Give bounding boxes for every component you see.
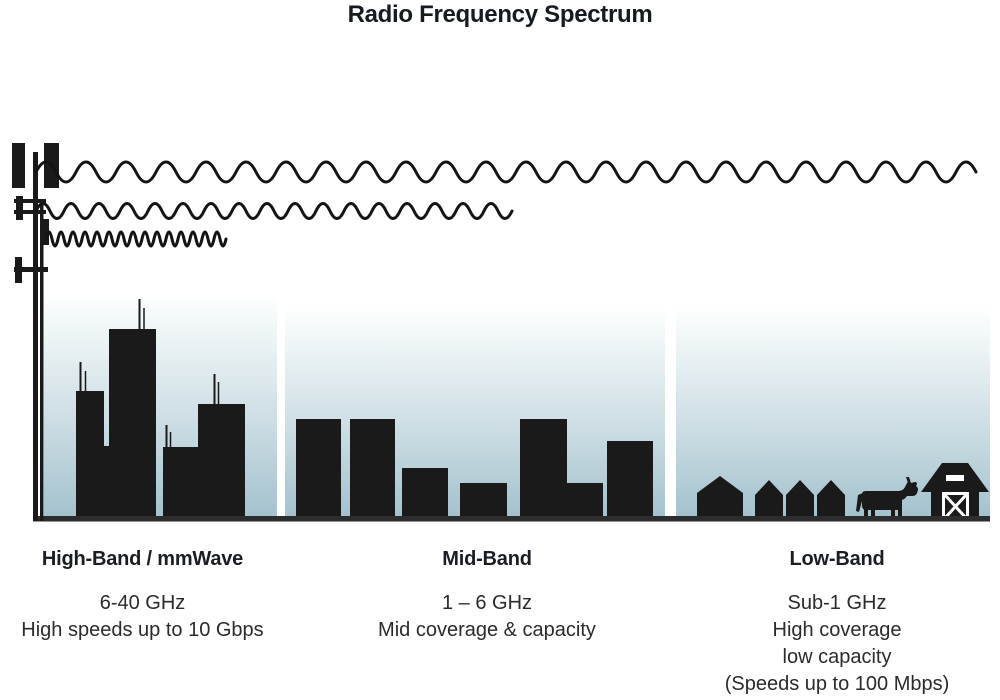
mid-band-heading: Mid-Band [442,548,532,570]
high-band-speed: High speeds up to 10 Gbps [21,619,264,641]
rooftop-antennas [79,299,216,448]
suburb-buildings-icon [296,419,653,521]
ground-line [33,516,990,522]
high-band-description: 6-40 GHz High speeds up to 10 Gbps [5,590,280,644]
low-band-description: Sub-1 GHz High coverage low capacity (Sp… [700,590,974,698]
city-skyline-icon [76,299,245,521]
low-band-heading: Low-Band [789,548,885,570]
low-band-speed: (Speeds up to 100 Mbps) [724,673,950,695]
mid-band-description: 1 – 6 GHz Mid coverage & capacity [357,590,617,644]
low-band-label: Low-Band Sub-1 GHz High coverage low cap… [700,548,974,698]
high-band-heading: High-Band / mmWave [41,548,244,570]
high-band-frequency: 6-40 GHz [99,592,186,614]
cow-icon [856,477,918,521]
low-band-coverage: High coverage [772,619,902,641]
mid-band-label: Mid-Band 1 – 6 GHz Mid coverage & capaci… [357,548,617,644]
short-wave-icon [44,230,228,248]
barn-loft-window [946,475,964,481]
mid-band-frequency: 1 – 6 GHz [441,592,533,614]
low-band-frequency: Sub-1 GHz [787,592,887,614]
cell-tower-icon [12,143,59,521]
mid-band-sky [285,307,665,516]
rural-houses-icon [697,476,845,521]
high-band-label: High-Band / mmWave 6-40 GHz High speeds … [5,548,280,644]
medium-wave-icon [34,202,514,220]
long-wave-icon [34,160,978,184]
rooftop-antennas-thin [84,308,220,448]
page-title: Radio Frequency Spectrum [347,1,653,28]
mid-band-coverage: Mid coverage & capacity [378,619,596,641]
low-band-capacity: low capacity [782,646,892,668]
spectrum-illustration [12,143,990,522]
